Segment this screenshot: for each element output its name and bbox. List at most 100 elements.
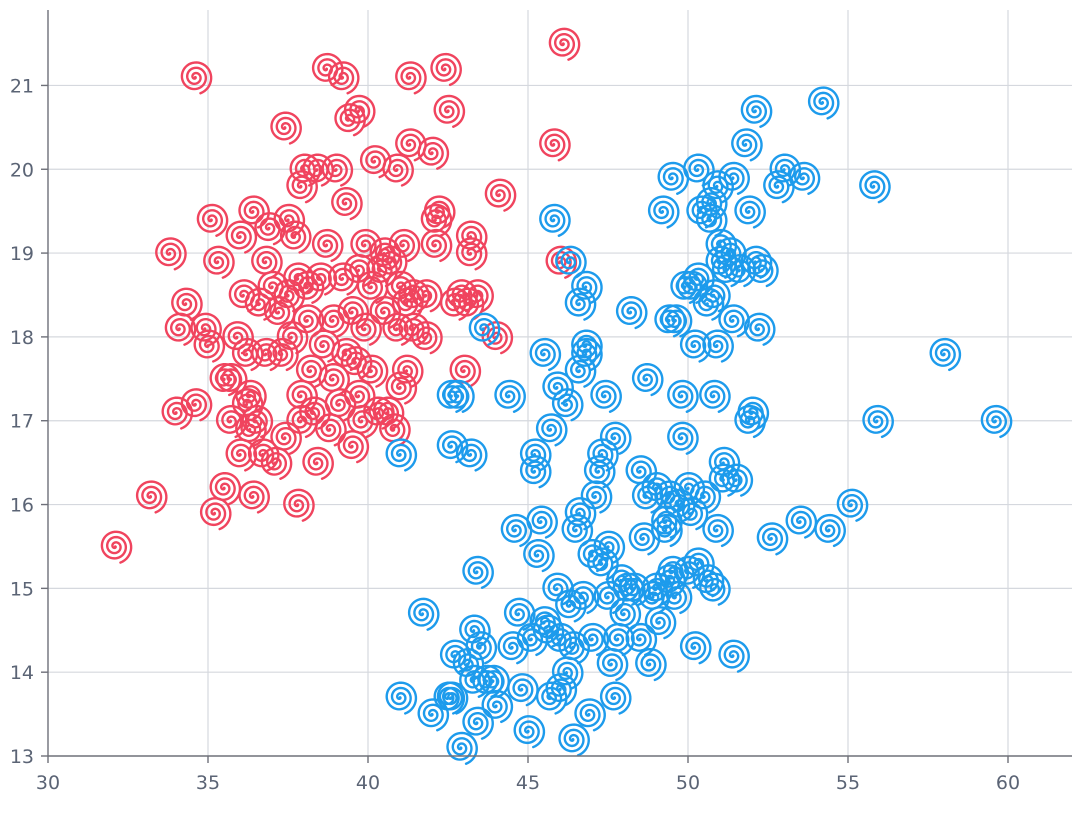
data-point	[695, 186, 728, 221]
data-point	[740, 94, 773, 128]
data-point	[331, 186, 363, 221]
data-point	[215, 404, 248, 439]
data-point	[398, 279, 430, 313]
data-point	[366, 253, 398, 288]
data-point	[564, 497, 597, 531]
data-point	[459, 664, 491, 698]
data-point	[590, 379, 622, 413]
data-point	[225, 438, 258, 472]
data-points	[100, 27, 1013, 765]
data-point	[295, 354, 328, 388]
data-point	[734, 195, 766, 229]
data-point	[673, 555, 706, 589]
data-point	[340, 346, 373, 380]
data-point	[555, 589, 587, 623]
data-point	[420, 228, 453, 263]
data-point	[350, 312, 382, 346]
data-point	[660, 304, 693, 338]
data-point	[587, 547, 619, 581]
data-point	[299, 396, 331, 430]
data-point	[359, 145, 392, 179]
data-point	[663, 488, 696, 522]
data-point	[302, 153, 334, 187]
data-point	[558, 631, 590, 665]
data-point	[324, 388, 357, 422]
data-point	[286, 170, 318, 204]
data-point	[455, 220, 488, 254]
data-point	[567, 580, 600, 615]
data-point	[436, 430, 469, 464]
data-point	[385, 371, 418, 405]
data-point	[286, 404, 318, 439]
data-point	[667, 421, 699, 455]
data-point	[190, 312, 222, 346]
data-point	[657, 161, 690, 195]
data-point	[660, 580, 693, 615]
x-tick-label: 35	[196, 772, 220, 794]
data-point	[407, 597, 440, 631]
x-tick-label: 50	[676, 772, 700, 794]
y-tick-label: 15	[10, 578, 34, 600]
data-point	[734, 404, 766, 439]
data-point	[574, 698, 606, 732]
data-point	[571, 329, 603, 363]
data-point	[251, 337, 283, 372]
data-point	[436, 681, 469, 715]
data-point	[929, 337, 962, 372]
data-point	[708, 446, 741, 480]
x-tick-label: 55	[836, 772, 860, 794]
data-point	[289, 153, 322, 187]
data-point	[641, 471, 674, 506]
data-point	[519, 455, 552, 489]
data-point	[465, 631, 498, 665]
data-point	[542, 572, 574, 606]
data-point	[507, 673, 539, 707]
data-point	[283, 488, 315, 522]
data-point	[411, 279, 443, 313]
data-point	[263, 295, 296, 330]
data-point	[535, 681, 568, 715]
data-point	[180, 388, 213, 422]
data-point	[500, 513, 533, 548]
data-point	[638, 580, 670, 615]
series-2	[385, 86, 1013, 765]
data-point	[683, 153, 715, 187]
data-point	[542, 371, 574, 405]
data-point	[724, 253, 757, 288]
data-point	[446, 731, 478, 765]
data-point	[433, 681, 466, 715]
data-point	[302, 446, 334, 480]
data-point	[443, 379, 475, 413]
data-point	[215, 362, 248, 397]
data-point	[551, 656, 584, 690]
data-point	[337, 430, 370, 464]
data-point	[327, 61, 360, 95]
y-tick-label: 17	[10, 411, 34, 433]
data-point	[209, 471, 242, 506]
data-point	[455, 438, 488, 472]
data-point	[644, 606, 677, 640]
data-point	[100, 530, 133, 564]
data-point	[699, 572, 731, 606]
y-tick-label: 14	[10, 662, 34, 684]
data-point	[583, 455, 616, 489]
data-point	[478, 664, 510, 698]
data-point	[587, 438, 619, 472]
data-point	[385, 681, 418, 715]
data-point	[196, 203, 229, 237]
data-point	[577, 538, 610, 573]
data-point	[859, 170, 891, 204]
y-tick-label: 21	[10, 75, 34, 97]
data-point	[439, 639, 472, 673]
data-point	[689, 480, 722, 514]
data-point	[311, 52, 344, 87]
data-point	[769, 153, 802, 187]
data-point	[449, 354, 482, 388]
data-point	[382, 153, 414, 187]
series-1	[100, 27, 581, 564]
data-point	[523, 538, 555, 573]
data-point	[267, 337, 299, 372]
data-point	[379, 413, 411, 447]
data-point	[343, 94, 376, 128]
